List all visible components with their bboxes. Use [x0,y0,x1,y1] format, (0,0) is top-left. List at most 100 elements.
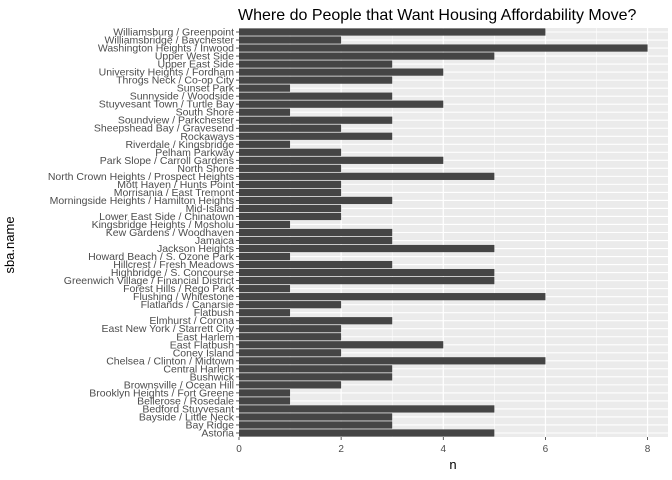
bar [239,44,648,52]
bar [239,293,546,301]
y-tick-label: Kingsbridge Heights / Mosholu [92,219,235,231]
bar [239,132,393,140]
y-tick-label: Forest Hills / Rego Park [123,283,235,295]
bar [239,349,342,357]
y-tick-label: East Harlem [176,331,234,343]
y-tick-label: Hillcrest / Fresh Meadows [113,259,234,271]
y-tick-label: Throgs Neck / Co-op City [116,75,235,87]
y-tick-label: Flushing / Whitestone [133,291,234,303]
y-tick-label: North Shore [177,163,234,175]
y-tick-label: Jamaica [195,235,234,247]
bar [239,108,291,116]
y-tick-label: Brownsville / Ocean Hill [124,379,234,391]
bar [239,373,393,381]
bar [239,220,291,229]
bar [239,84,291,92]
bar [239,252,291,261]
y-tick-labels: Williamsburg / GreenpointWilliamsbridge … [48,27,239,439]
y-tick-label: Mid-Island [186,203,235,215]
bar [239,52,495,60]
y-tick-label: Soundview / Parkchester [118,115,235,127]
y-tick-label: Pelham Parkway [155,147,235,159]
y-tick-label: Kew Gardens / Woodhaven [106,227,234,239]
y-tick-label: Astoria [201,427,234,439]
bar [239,100,444,108]
bar [239,28,546,36]
x-tick-label: 4 [441,444,447,455]
x-tick-label: 2 [338,444,344,455]
y-tick-label: Stuyvesant Town / Turtle Bay [99,99,235,111]
bar [239,317,393,325]
y-axis-label: sba.name [2,216,17,273]
bar [239,68,444,76]
bar [239,156,444,164]
bar [239,429,495,437]
bar [239,381,342,389]
bar [239,116,393,124]
bars [239,28,648,437]
bar [239,405,495,413]
y-tick-label: East New York / Starrett City [102,323,235,335]
bar [239,244,495,253]
y-tick-label: Lower East Side / Chinatown [99,211,234,223]
y-tick-label: Elmhurst / Corona [149,315,234,327]
bar [239,277,495,285]
bar [239,285,291,293]
y-tick-label: Sunset Park [177,83,235,95]
y-tick-label: Sheepshead Bay / Gravesend [94,123,234,135]
y-tick-label: Central Harlem [163,363,234,375]
bar [239,180,342,188]
bar [239,196,393,205]
bar [239,164,342,172]
x-tick-label: 0 [236,444,242,455]
y-tick-label: Bellerose / Rosedale [137,395,234,407]
bar [239,36,342,44]
bar [239,333,342,341]
y-tick-label: Upper West Side [155,51,234,63]
bar [239,309,291,317]
y-tick-label: Williamsbridge / Baychester [104,35,234,47]
y-tick-label: East Flatbush [170,339,234,351]
chart-title: Where do People that Want Housing Afford… [238,7,637,24]
y-tick-label: Flatbush [194,307,234,319]
y-tick-label: Flatlands / Canarsie [141,299,235,311]
bar [239,60,393,68]
bar [239,357,546,365]
bar [239,188,342,197]
y-tick-label: Chelsea / Clinton / Midtown [106,355,234,367]
y-tick-label: Jackson Heights [157,243,234,255]
bar [239,228,393,237]
bar [239,365,393,373]
y-tick-label: Bay Ridge [186,419,235,431]
y-tick-label: North Crown Heights / Prospect Heights [48,171,234,183]
bar [239,301,342,309]
y-tick-label: Riverdale / Kingsbridge [125,139,234,151]
bar [239,124,342,132]
bar [239,212,342,221]
y-tick-label: Washington Heights / Inwood [98,43,234,55]
y-tick-label: Howard Beach / S. Ozone Park [88,251,235,263]
bar [239,172,495,180]
y-tick-label: Upper East Side [158,59,235,71]
bar [239,341,444,349]
y-tick-label: Mott Haven / Hunts Point [117,179,234,191]
y-tick-label: Coney Island [173,347,234,359]
bar [239,236,393,245]
y-tick-label: Park Slope / Carroll Gardens [100,155,234,167]
y-tick-label: Morrisania / East Tremont [114,187,234,199]
y-tick-label: Highbridge / S. Concourse [111,267,234,279]
bar [239,421,393,429]
x-tick-label: 8 [645,444,651,455]
y-tick-label: Williamsburg / Greenpoint [113,27,234,39]
bar [239,148,342,156]
y-tick-label: Bedford Stuyvesant [142,403,234,415]
bar [239,76,393,84]
x-axis-label: n [449,457,456,472]
x-tick-labels: 0 2 4 6 8 [236,437,651,455]
bar [239,325,342,333]
y-tick-label: Greenwich Village / Financial District [64,275,234,287]
y-tick-label: Bushwick [190,371,235,383]
y-tick-label: Morningside Heights / Hamilton Heights [50,195,234,207]
y-tick-label: University Heights / Fordham [99,67,235,79]
